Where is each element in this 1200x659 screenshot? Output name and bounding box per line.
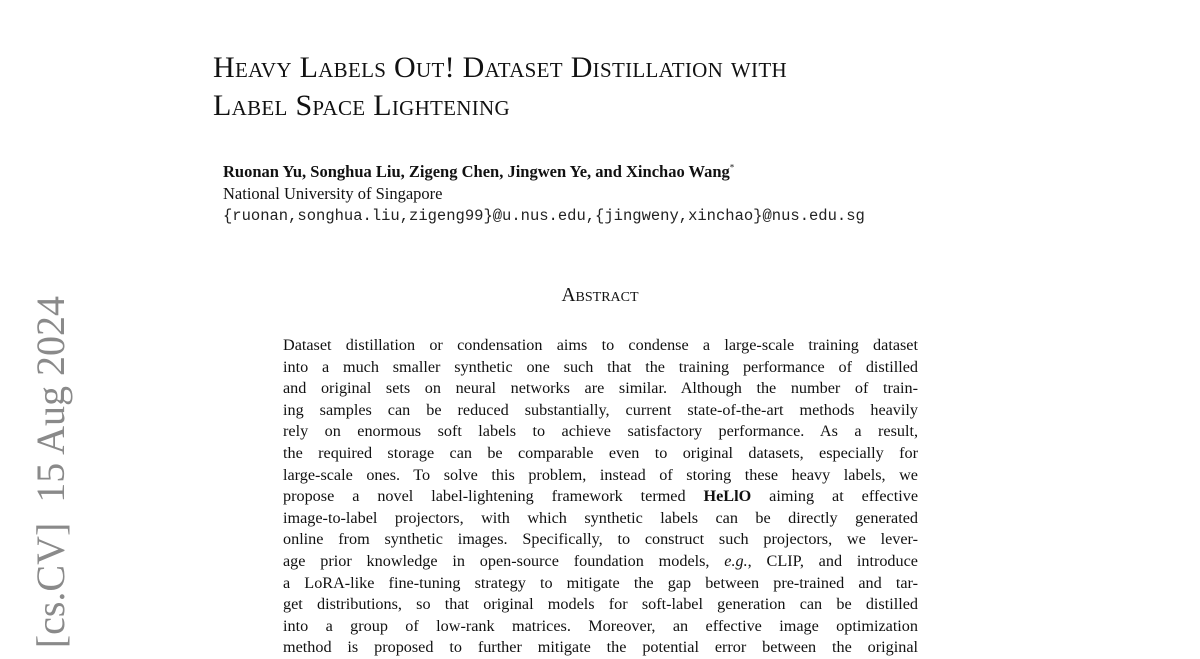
side-stamp-layer: [cs.CV] 15 Aug 2024	[28, 296, 73, 648]
text: rely on enormous soft labels to achieve …	[283, 422, 918, 441]
text: ing samples can be reduced substantially…	[283, 400, 918, 419]
text: get distributions, so that original mode…	[283, 595, 918, 614]
emails: {ruonan,songhua.liu,zigeng99}@u.nus.edu,…	[223, 207, 865, 225]
abstract-line: method is proposed to further mitigate t…	[283, 637, 918, 659]
text: Dataset distillation or condensation aim…	[283, 336, 918, 354]
abstract-heading: Abstract	[561, 285, 639, 306]
abstract-line: rely on enormous soft labels to achieve …	[283, 421, 918, 443]
emphasis: e.g.	[724, 551, 748, 570]
abstract-line: a LoRA-like fine-tuning strategy to miti…	[283, 573, 918, 595]
authors: Ruonan Yu, Songhua Liu, Zigeng Chen, Jin…	[223, 162, 734, 182]
text: large-scale ones. To solve this problem,…	[283, 465, 918, 484]
abstract-body: Dataset distillation or condensation aim…	[283, 335, 918, 659]
text: aiming at effective	[751, 487, 918, 506]
text: , CLIP, and introduce	[747, 551, 918, 570]
author-mark: *	[729, 162, 735, 173]
abstract-line: into a much smaller synthetic one such t…	[283, 357, 918, 379]
abstract-line: get distributions, so that original mode…	[283, 594, 918, 616]
text: a LoRA-like fine-tuning strategy to miti…	[283, 573, 918, 592]
abstract-line: propose a novel label-lightening framewo…	[283, 486, 918, 508]
arxiv-stamp: [cs.CV] 15 Aug 2024	[28, 296, 73, 648]
text: image-to-label projectors, with which sy…	[283, 508, 918, 527]
title-line: Label Space Lightening	[213, 89, 510, 122]
abstract-line: the required storage can be comparable e…	[283, 443, 918, 465]
title-line: Heavy Labels Out! Dataset Distillation w…	[213, 51, 787, 84]
abstract-line: large-scale ones. To solve this problem,…	[283, 465, 918, 487]
abstract-line: age prior knowledge in open-source found…	[283, 551, 918, 573]
title: Heavy Labels Out! Dataset Distillation w…	[213, 49, 787, 125]
text: propose a novel label-lightening framewo…	[283, 487, 704, 506]
abstract-line: Dataset distillation or condensation aim…	[283, 335, 918, 357]
text: into a group of low-rank matrices. Moreo…	[283, 616, 918, 635]
affiliation: National University of Singapore	[223, 184, 443, 203]
abstract-line: online from synthetic images. Specifical…	[283, 529, 918, 551]
text: online from synthetic images. Specifical…	[283, 530, 918, 549]
text: and original sets on neural networks are…	[283, 379, 918, 398]
abstract-line: into a group of low-rank matrices. Moreo…	[283, 616, 918, 638]
author-names: Ruonan Yu, Songhua Liu, Zigeng Chen, Jin…	[223, 162, 730, 181]
text: the required storage can be comparable e…	[283, 443, 918, 462]
text: into a much smaller synthetic one such t…	[283, 357, 918, 376]
text: method is proposed to further mitigate t…	[283, 638, 918, 657]
abstract-line: ing samples can be reduced substantially…	[283, 400, 918, 422]
text: age prior knowledge in open-source found…	[283, 551, 725, 570]
method-name: HeLlO	[703, 487, 752, 506]
abstract-line: image-to-label projectors, with which sy…	[283, 508, 918, 530]
abstract-line: and original sets on neural networks are…	[283, 378, 918, 400]
